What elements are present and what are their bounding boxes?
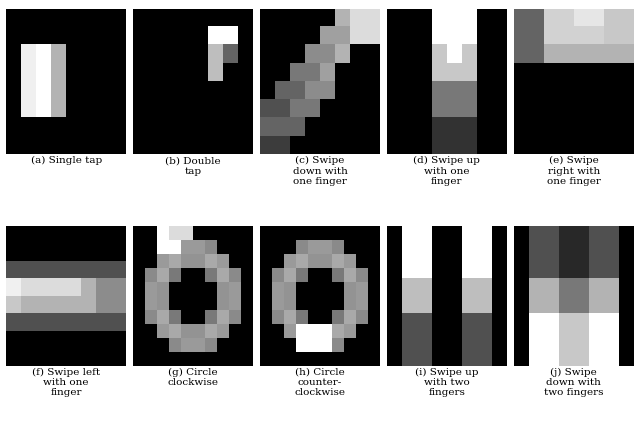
Text: (g) Circle
clockwise: (g) Circle clockwise — [168, 368, 219, 387]
Text: (a) Single tap: (a) Single tap — [31, 156, 102, 165]
Text: (h) Circle
counter-
clockwise: (h) Circle counter- clockwise — [294, 368, 346, 397]
Text: (j) Swipe
down with
two fingers: (j) Swipe down with two fingers — [544, 368, 604, 397]
Text: (c) Swipe
down with
one finger: (c) Swipe down with one finger — [292, 156, 348, 186]
Text: (e) Swipe
right with
one finger: (e) Swipe right with one finger — [547, 156, 601, 186]
Text: (f) Swipe left
with one
finger: (f) Swipe left with one finger — [32, 368, 100, 397]
Text: (i) Swipe up
with two
fingers: (i) Swipe up with two fingers — [415, 368, 479, 397]
Text: (d) Swipe up
with one
finger: (d) Swipe up with one finger — [413, 156, 480, 186]
Text: (b) Double
tap: (b) Double tap — [165, 156, 221, 175]
